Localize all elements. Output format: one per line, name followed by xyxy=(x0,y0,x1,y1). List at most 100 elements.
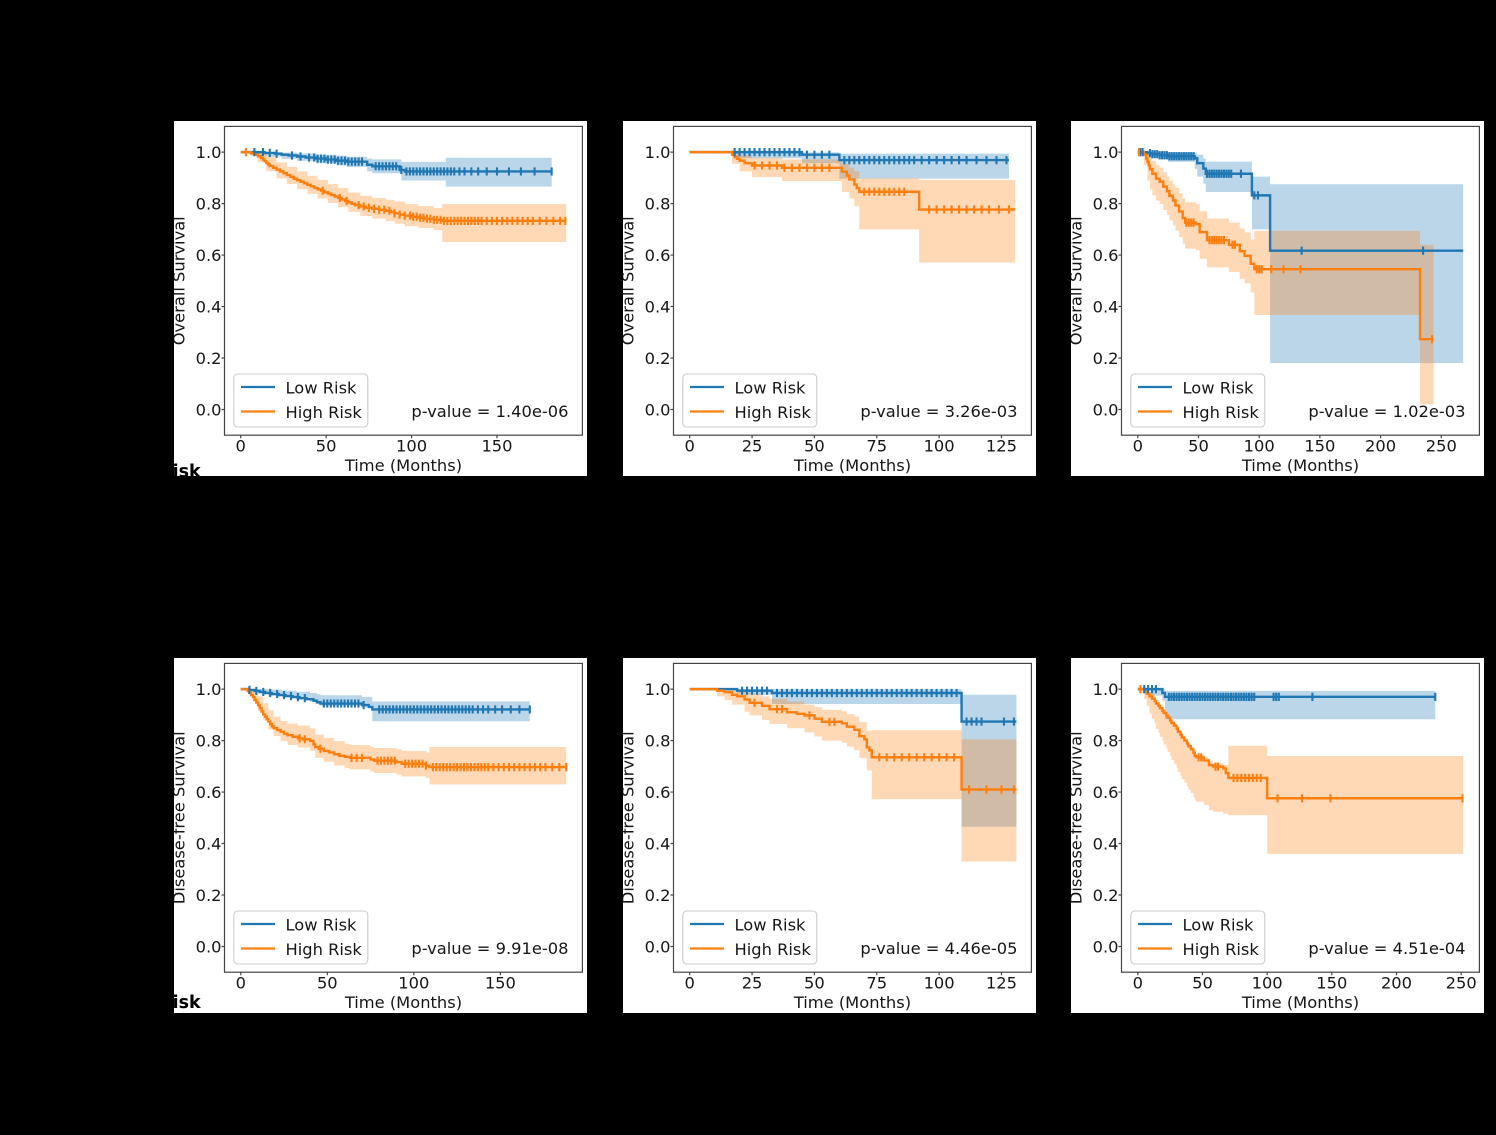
y-tick-label: 1.0 xyxy=(196,680,222,699)
x-axis-label: Time (Months) xyxy=(344,993,462,1012)
y-tick-label: 0.2 xyxy=(196,349,222,368)
y-axis-label: Disease-free Survival xyxy=(174,731,189,904)
confidence-band-high_risk xyxy=(1143,152,1434,405)
y-tick-label: 0.0 xyxy=(644,937,670,956)
legend-label-low_risk: Low Risk xyxy=(734,916,806,935)
y-tick-label: 0.0 xyxy=(1093,937,1119,956)
y-tick-label: 1.0 xyxy=(644,680,670,699)
y-tick-label: 0.6 xyxy=(196,783,222,802)
km-panel-disease-free-survival-cohort-2: 0 25 50 75 100 125 0.0 0.2 0.4 0.6 0.8 1.0 Time (Mon… xyxy=(622,658,1036,1013)
tick-marks xyxy=(670,688,1002,976)
x-tick-label: 50 xyxy=(804,974,825,993)
y-tick-label: 0.0 xyxy=(644,400,670,419)
p-value-text: p-value = 4.46e-05 xyxy=(860,939,1017,958)
censor-marks-low_risk xyxy=(1143,685,1437,701)
confidence-band-low_risk xyxy=(736,689,1016,827)
p-value-text: p-value = 1.02e-03 xyxy=(1308,402,1465,421)
y-axis-label: Overall Survival xyxy=(623,216,638,345)
x-tick-label: 250 xyxy=(1426,437,1457,456)
x-tick-label: 150 xyxy=(485,974,516,993)
x-tick-label: 75 xyxy=(866,974,887,993)
censor-marks-high_risk xyxy=(298,734,568,772)
survival-curve-low_risk xyxy=(689,687,1016,723)
y-tick-label: 0.0 xyxy=(1093,400,1119,419)
p-value-text: p-value = 3.26e-03 xyxy=(860,402,1017,421)
km-panel-overall-survival-cohort-1: 0 50 100 150 0.0 0.2 0.4 0.6 0.8 1.0 Time (Months)… xyxy=(174,121,587,476)
x-tick-label: 50 xyxy=(317,974,338,993)
y-tick-label: 0.8 xyxy=(644,194,670,213)
y-tick-label: 0.6 xyxy=(644,783,670,802)
x-tick-label: 125 xyxy=(985,974,1016,993)
p-value-text: p-value = 4.51e-04 xyxy=(1308,939,1465,958)
tick-marks xyxy=(1118,151,1442,439)
legend-label-low_risk: Low Risk xyxy=(1183,916,1255,935)
x-tick-label: 50 xyxy=(804,437,825,456)
y-tick-label: 0.2 xyxy=(644,349,670,368)
confidence-band-low_risk xyxy=(1150,689,1436,720)
x-tick-label: 25 xyxy=(741,974,762,993)
y-tick-label: 0.6 xyxy=(1093,783,1119,802)
legend-label-high_risk: High Risk xyxy=(734,403,811,422)
y-tick-label: 1.0 xyxy=(644,143,670,162)
tick-marks xyxy=(1118,688,1462,976)
x-tick-label: 0 xyxy=(684,974,694,993)
y-tick-label: 0.2 xyxy=(1093,349,1119,368)
y-tick-label: 0.8 xyxy=(1093,731,1119,750)
x-tick-label: 0 xyxy=(236,437,246,456)
y-tick-label: 0.0 xyxy=(196,937,222,956)
tick-marks xyxy=(221,688,501,976)
y-tick-label: 0.0 xyxy=(196,400,222,419)
km-plot-disease-free-survival-cohort-3: 0 50 100 150 200 250 0.0 0.2 0.4 0.6 0.8 1.0 Time (M… xyxy=(1071,662,1480,1012)
x-tick-label: 150 xyxy=(1316,974,1347,993)
survival-curve-high_risk xyxy=(689,150,1015,211)
km-plot-disease-free-survival-cohort-1: 0 50 100 150 0.0 0.2 0.4 0.6 0.8 1.0 Time (Months)… xyxy=(174,662,583,1012)
y-tick-label: 0.2 xyxy=(196,886,222,905)
x-tick-label: 150 xyxy=(1304,437,1335,456)
legend-label-low_risk: Low Risk xyxy=(734,379,806,398)
x-tick-label: 100 xyxy=(1244,437,1275,456)
y-tick-label: 0.4 xyxy=(1093,834,1119,853)
y-axis-label: Disease-free Survival xyxy=(1071,731,1086,904)
x-axis-label: Time (Months) xyxy=(344,456,462,475)
legend-label-low_risk: Low Risk xyxy=(286,379,358,398)
y-tick-label: 0.4 xyxy=(644,834,670,853)
x-axis-label: Time (Months) xyxy=(792,456,910,475)
censor-marks-high_risk xyxy=(753,161,1010,214)
km-panel-overall-survival-cohort-3: 0 50 100 150 200 250 0.0 0.2 0.4 0.6 0.8 1.0 Time (M… xyxy=(1071,121,1484,476)
censor-marks-low_risk xyxy=(733,148,1008,165)
x-tick-label: 0 xyxy=(1133,974,1143,993)
km-plot-overall-survival-cohort-1: 0 50 100 150 0.0 0.2 0.4 0.6 0.8 1.0 Time (Months)… xyxy=(174,125,583,475)
km-plot-overall-survival-cohort-2: 0 25 50 75 100 125 0.0 0.2 0.4 0.6 0.8 1.0 Time (Mon… xyxy=(623,125,1032,475)
x-axis-label: Time (Months) xyxy=(1241,993,1359,1012)
confidence-band-high_risk xyxy=(247,689,567,785)
at-risk-label-fragment: risk xyxy=(174,992,201,1013)
confidence-band-low_risk xyxy=(734,152,1009,179)
censor-marks-high_risk xyxy=(753,698,1015,794)
axes-frame xyxy=(1120,662,1480,973)
x-tick-label: 100 xyxy=(923,437,954,456)
p-value-text: p-value = 1.40e-06 xyxy=(411,402,568,421)
y-tick-label: 0.4 xyxy=(196,834,222,853)
legend-label-high_risk: High Risk xyxy=(1183,403,1260,422)
censor-marks-low_risk xyxy=(248,685,531,714)
y-tick-label: 0.8 xyxy=(196,194,222,213)
censor-marks-high_risk xyxy=(244,148,567,225)
legend-label-low_risk: Low Risk xyxy=(286,916,358,935)
p-value-text: p-value = 9.91e-08 xyxy=(411,939,568,958)
y-tick-label: 1.0 xyxy=(1093,680,1119,699)
km-plot-overall-survival-cohort-3: 0 50 100 150 200 250 0.0 0.2 0.4 0.6 0.8 1.0 Time (M… xyxy=(1071,125,1480,475)
survival-curve-low_risk xyxy=(240,687,530,711)
x-tick-label: 50 xyxy=(1188,437,1209,456)
confidence-band-high_risk xyxy=(731,152,1015,263)
x-tick-label: 75 xyxy=(866,437,887,456)
x-tick-label: 0 xyxy=(684,437,694,456)
confidence-band-high_risk xyxy=(1144,689,1464,854)
confidence-band-low_risk xyxy=(1147,152,1464,364)
x-axis-label: Time (Months) xyxy=(792,993,910,1012)
x-tick-label: 100 xyxy=(396,437,427,456)
y-tick-label: 0.6 xyxy=(196,246,222,265)
legend-label-high_risk: High Risk xyxy=(734,940,811,959)
x-tick-label: 100 xyxy=(923,974,954,993)
survival-curve-high_risk xyxy=(240,687,567,769)
censor-marks-high_risk xyxy=(1137,148,1434,344)
